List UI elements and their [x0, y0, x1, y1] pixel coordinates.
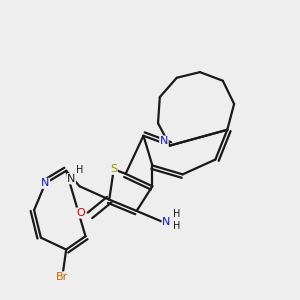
Text: O: O	[77, 208, 85, 218]
Text: N: N	[162, 217, 170, 227]
Text: H: H	[173, 221, 181, 231]
Text: Br: Br	[56, 272, 68, 282]
Text: H: H	[173, 208, 181, 219]
Text: N: N	[160, 136, 168, 146]
Text: N: N	[41, 178, 50, 188]
Text: H: H	[76, 165, 84, 175]
Text: S: S	[110, 164, 117, 174]
Text: N: N	[67, 174, 75, 184]
